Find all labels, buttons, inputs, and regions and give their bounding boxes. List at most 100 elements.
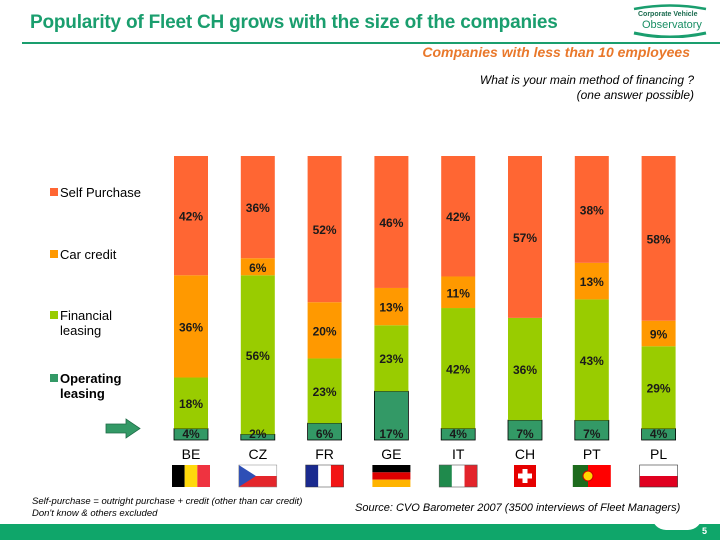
legend-label-line2: leasing [60, 386, 105, 401]
survey-question: What is your main method of financing ? … [480, 73, 694, 103]
data-label-car-credit-ge: 13% [379, 301, 403, 315]
data-label-financial-leasing-be: 18% [179, 397, 203, 411]
legend-label-line1: Operating [60, 371, 122, 386]
bar-segment-financial-leasing-cz [240, 275, 275, 435]
data-label-financial-leasing-ch: 36% [513, 363, 537, 377]
footnote-line-1: Self-purchase = outright purchase + cred… [32, 496, 303, 507]
data-label-self-purchase-pl: 58% [647, 232, 671, 246]
question-line-1: What is your main method of financing ? [479, 73, 694, 87]
poland-flag-icon [639, 464, 678, 488]
portugal-flag-icon [572, 465, 611, 487]
cvo-logo: Corporate Vehicle Observatory [628, 4, 712, 38]
data-label-financial-leasing-ge: 23% [379, 352, 403, 366]
footer-notch [652, 516, 702, 530]
highlight-arrow-icon [105, 418, 141, 439]
data-label-operating-leasing-fr: 6% [316, 427, 334, 441]
legend-label: Self Purchase [60, 185, 141, 200]
bar-segment-operating-leasing-fr [307, 422, 343, 441]
bar-segment-self-purchase-fr [307, 156, 342, 303]
bar-segment-self-purchase-it [441, 156, 476, 277]
data-label-self-purchase-be: 42% [179, 210, 203, 224]
legend-swatch-operating-leasing [50, 374, 58, 382]
bar-segment-operating-leasing-ge [373, 390, 409, 441]
data-label-self-purchase-ge: 46% [379, 216, 403, 230]
category-label-pl: PL [650, 446, 667, 462]
bar-segment-financial-leasing-ch [508, 317, 542, 421]
bar-segment-financial-leasing-be [174, 377, 208, 429]
bar-segment-operating-leasing-ch [507, 419, 543, 441]
category-label-it: IT [452, 446, 465, 462]
belgium-flag-icon [172, 465, 210, 487]
category-label-fr: FR [315, 446, 334, 462]
bar-segment-car-credit-be [174, 275, 208, 378]
data-label-financial-leasing-cz: 56% [246, 349, 270, 363]
data-label-self-purchase-cz: 36% [246, 201, 270, 215]
bar-segment-self-purchase-pl [641, 156, 676, 321]
bar-segment-operating-leasing-pt [574, 419, 610, 441]
data-label-car-credit-pt: 13% [580, 275, 604, 289]
data-label-operating-leasing-cz: 2% [249, 427, 267, 441]
bar-segment-self-purchase-pt [574, 156, 609, 263]
germany-flag-icon [372, 465, 411, 487]
source-note: Source: CVO Barometer 2007 (3500 intervi… [355, 502, 681, 514]
bar-segment-car-credit-ge [374, 287, 409, 326]
category-label-ch: CH [515, 446, 535, 462]
footnote: Self-purchase = outright purchase + cred… [32, 496, 302, 520]
switzerland-flag-icon [514, 465, 536, 487]
italy-flag-icon [438, 464, 478, 488]
bar-segment-operating-leasing-pl [641, 428, 676, 441]
legend-swatch-financial-leasing [50, 311, 58, 319]
bar-segment-financial-leasing-fr [307, 358, 342, 424]
category-label-cz: CZ [248, 446, 267, 462]
page-title: Popularity of Fleet CH grows with the si… [30, 12, 558, 33]
data-label-car-credit-be: 36% [179, 320, 203, 334]
data-label-financial-leasing-fr: 23% [313, 385, 337, 399]
bar-segment-self-purchase-cz [240, 156, 275, 259]
data-label-operating-leasing-ge: 17% [379, 427, 403, 441]
czech-flag-icon [238, 464, 278, 488]
data-label-car-credit-cz: 6% [249, 261, 267, 275]
bar-segment-car-credit-pl [641, 320, 676, 347]
data-label-financial-leasing-pl: 29% [647, 381, 671, 395]
logo-swoosh-icon [633, 4, 707, 38]
category-label-be: BE [182, 446, 201, 462]
bar-segment-self-purchase-ch [508, 156, 542, 318]
data-label-operating-leasing-pl: 4% [650, 427, 668, 441]
data-label-car-credit-it: 11% [447, 286, 471, 300]
bar-segment-financial-leasing-ge [374, 325, 409, 392]
legend-label-line1: Financial [60, 308, 113, 323]
data-label-self-purchase-pt: 38% [580, 203, 604, 217]
bar-segment-financial-leasing-it [441, 308, 476, 429]
bar-segment-car-credit-pt [574, 262, 609, 300]
data-label-operating-leasing-ch: 7% [516, 427, 534, 441]
data-label-car-credit-fr: 20% [313, 324, 337, 338]
data-label-self-purchase-it: 42% [446, 210, 470, 224]
legend-label: Car credit [60, 247, 117, 262]
data-label-operating-leasing-be: 4% [182, 427, 200, 441]
bar-segment-operating-leasing-be [173, 428, 209, 441]
title-divider [22, 42, 720, 44]
legend-swatch-self-purchase [50, 188, 58, 196]
chart-subtitle: Companies with less than 10 employees [422, 44, 690, 60]
data-label-financial-leasing-it: 42% [446, 362, 470, 376]
bar-segment-operating-leasing-it [440, 428, 476, 441]
data-label-car-credit-pl: 9% [650, 328, 668, 342]
logo-text-bottom: Observatory [642, 19, 702, 31]
question-line-2: (one answer possible) [576, 88, 694, 102]
bar-segment-car-credit-it [441, 276, 476, 309]
data-label-financial-leasing-pt: 43% [580, 354, 604, 368]
bar-segment-financial-leasing-pl [641, 346, 676, 429]
legend-swatch-car-credit [50, 250, 58, 258]
bar-segment-operating-leasing-cz [240, 433, 276, 441]
data-label-self-purchase-ch: 57% [513, 231, 537, 245]
bar-segment-car-credit-cz [240, 258, 275, 276]
data-label-operating-leasing-it: 4% [450, 427, 468, 441]
category-label-ge: GE [381, 446, 401, 462]
page-number: 5 [702, 526, 708, 536]
footnote-line-2: Don't know & others excluded [32, 508, 158, 519]
logo-text-top: Corporate Vehicle [638, 11, 698, 18]
france-flag-icon [305, 464, 344, 488]
bar-segment-self-purchase-be [174, 156, 208, 276]
bar-segment-financial-leasing-pt [574, 299, 609, 421]
category-label-pt: PT [583, 446, 601, 462]
